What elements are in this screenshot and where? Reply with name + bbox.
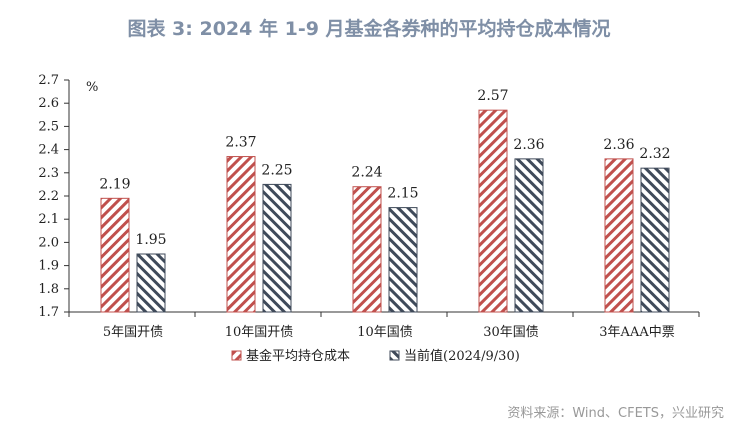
legend-label: 基金平均持仓成本 xyxy=(246,348,350,364)
bar-avg-cost xyxy=(352,186,382,313)
bar-current xyxy=(388,207,418,313)
bar-current xyxy=(136,253,166,313)
x-tick-label: 30年国债 xyxy=(483,325,539,340)
source-note: 资料来源：Wind、CFETS，兴业研究 xyxy=(507,406,724,421)
bar-avg-cost xyxy=(604,158,634,313)
data-label: 2.19 xyxy=(99,176,130,192)
bar-avg-cost xyxy=(100,197,130,313)
data-label: 2.57 xyxy=(477,88,508,104)
y-tick-label: 2.2 xyxy=(38,189,59,204)
bar-avg-cost xyxy=(226,156,256,313)
data-label: 2.32 xyxy=(639,146,670,162)
legend-label: 当前值(2024/9/30) xyxy=(404,348,520,364)
y-tick-label: 1.9 xyxy=(38,259,59,274)
legend-swatch xyxy=(231,350,242,361)
data-label: 2.36 xyxy=(603,137,634,153)
y-tick-label: 2.1 xyxy=(38,212,59,227)
x-tick-label: 10年国债 xyxy=(357,325,413,340)
x-tick-label: 10年国开债 xyxy=(225,325,294,340)
bar-current xyxy=(640,167,670,313)
y-tick-label: 2.7 xyxy=(38,73,59,88)
bar-avg-cost xyxy=(478,109,508,313)
x-tick-label: 3年AAA中票 xyxy=(599,325,674,340)
legend-swatch xyxy=(389,350,400,361)
data-label: 2.25 xyxy=(261,162,292,178)
x-tick-label: 5年国开债 xyxy=(103,325,163,340)
y-tick-label: 2.0 xyxy=(38,235,59,250)
y-tick-label: 1.8 xyxy=(38,282,59,297)
bar-current xyxy=(514,158,544,313)
y-tick-label: 2.3 xyxy=(38,166,59,181)
chart-title: 图表 3: 2024 年 1-9 月基金各券种的平均持仓成本情况 xyxy=(127,18,611,40)
data-label: 2.37 xyxy=(225,135,256,151)
y-tick-label: 2.5 xyxy=(38,119,59,134)
data-label: 1.95 xyxy=(135,232,166,248)
y-tick-label: 2.4 xyxy=(38,143,59,158)
y-tick-label: 2.6 xyxy=(38,96,59,111)
data-label: 2.24 xyxy=(351,165,382,181)
y-tick-label: 1.7 xyxy=(38,305,59,320)
y-axis-unit: % xyxy=(86,80,98,95)
data-label: 2.15 xyxy=(387,186,418,202)
data-label: 2.36 xyxy=(513,137,544,153)
bar-current xyxy=(262,183,292,313)
